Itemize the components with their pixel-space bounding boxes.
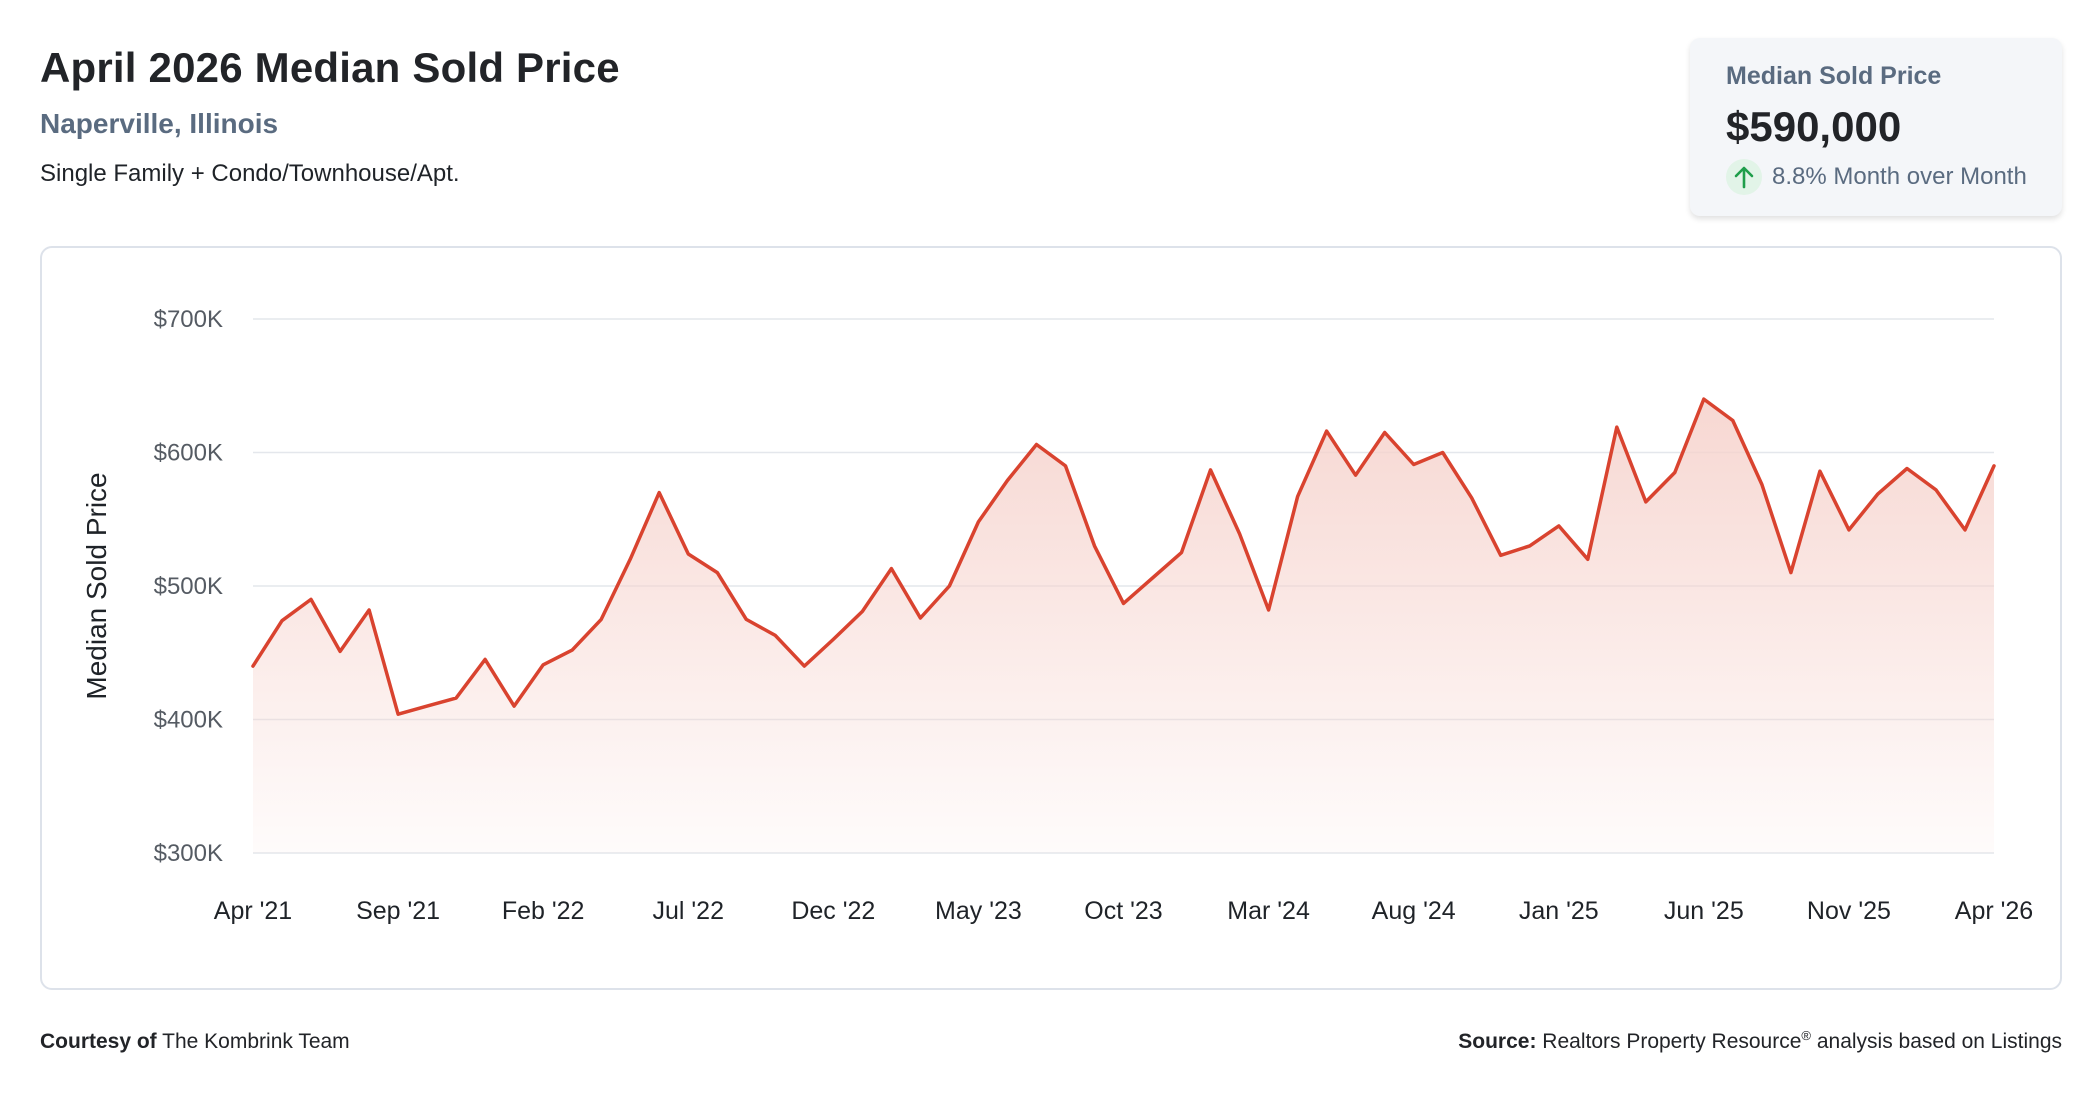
arrow-up-icon bbox=[1726, 159, 1762, 195]
x-tick-label: Jan '25 bbox=[1519, 897, 1599, 925]
summary-label: Median Sold Price bbox=[1726, 62, 1942, 90]
registered-mark: ® bbox=[1801, 1028, 1811, 1043]
x-tick-label: Apr '21 bbox=[214, 897, 292, 925]
summary-card: Median Sold Price $590,000 8.8% Month ov… bbox=[1690, 38, 2062, 216]
x-tick-label: Aug '24 bbox=[1372, 897, 1456, 925]
source-suffix: analysis based on Listings bbox=[1816, 1030, 2062, 1053]
y-axis-label: Median Sold Price bbox=[81, 472, 112, 699]
source-label: Source: bbox=[1458, 1030, 1537, 1053]
y-tick-label: $600K bbox=[154, 440, 223, 467]
summary-value: $590,000 bbox=[1726, 103, 1902, 150]
x-tick-label: Sep '21 bbox=[356, 897, 440, 925]
y-tick-label: $300K bbox=[154, 840, 223, 867]
x-tick-label: Jul '22 bbox=[653, 897, 724, 925]
x-tick-label: Mar '24 bbox=[1227, 897, 1310, 925]
y-tick-label: $700K bbox=[154, 306, 223, 333]
x-tick-label: May '23 bbox=[935, 897, 1022, 925]
series-line bbox=[251, 397, 1996, 716]
x-tick-label: Oct '23 bbox=[1084, 897, 1162, 925]
y-tick-label: $400K bbox=[154, 707, 223, 734]
summary-change-text: 8.8% Month over Month bbox=[1772, 163, 2027, 190]
median-price-chart: $700K $600K $500K $400K $300K Apr '21 Sep '21 F… bbox=[81, 306, 2033, 925]
footer-courtesy: Courtesy of The Kombrink Team bbox=[40, 1030, 350, 1054]
page-title: April 2026 Median Sold Price bbox=[40, 44, 620, 91]
x-tick-label: Nov '25 bbox=[1807, 897, 1891, 925]
footer-source: Source: Realtors Property Resource® anal… bbox=[1458, 1028, 2062, 1054]
property-types: Single Family + Condo/Townhouse/Apt. bbox=[40, 160, 460, 187]
x-tick-label: Feb '22 bbox=[502, 897, 585, 925]
x-tick-label: Jun '25 bbox=[1664, 897, 1744, 925]
x-tick-label: Apr '26 bbox=[1955, 897, 2033, 925]
location-subtitle: Naperville, Illinois bbox=[40, 108, 279, 139]
summary-change: 8.8% Month over Month bbox=[1726, 159, 2062, 195]
courtesy-label: Courtesy of bbox=[40, 1030, 157, 1053]
area-fill bbox=[253, 399, 1994, 853]
source-name: Realtors Property Resource bbox=[1542, 1030, 1802, 1053]
courtesy-name: The Kombrink Team bbox=[162, 1030, 350, 1053]
y-tick-label: $500K bbox=[154, 573, 223, 600]
x-tick-label: Dec '22 bbox=[791, 897, 875, 925]
chart-card: $700K $600K $500K $400K $300K Apr '21 Sep '21 F… bbox=[40, 246, 2062, 990]
